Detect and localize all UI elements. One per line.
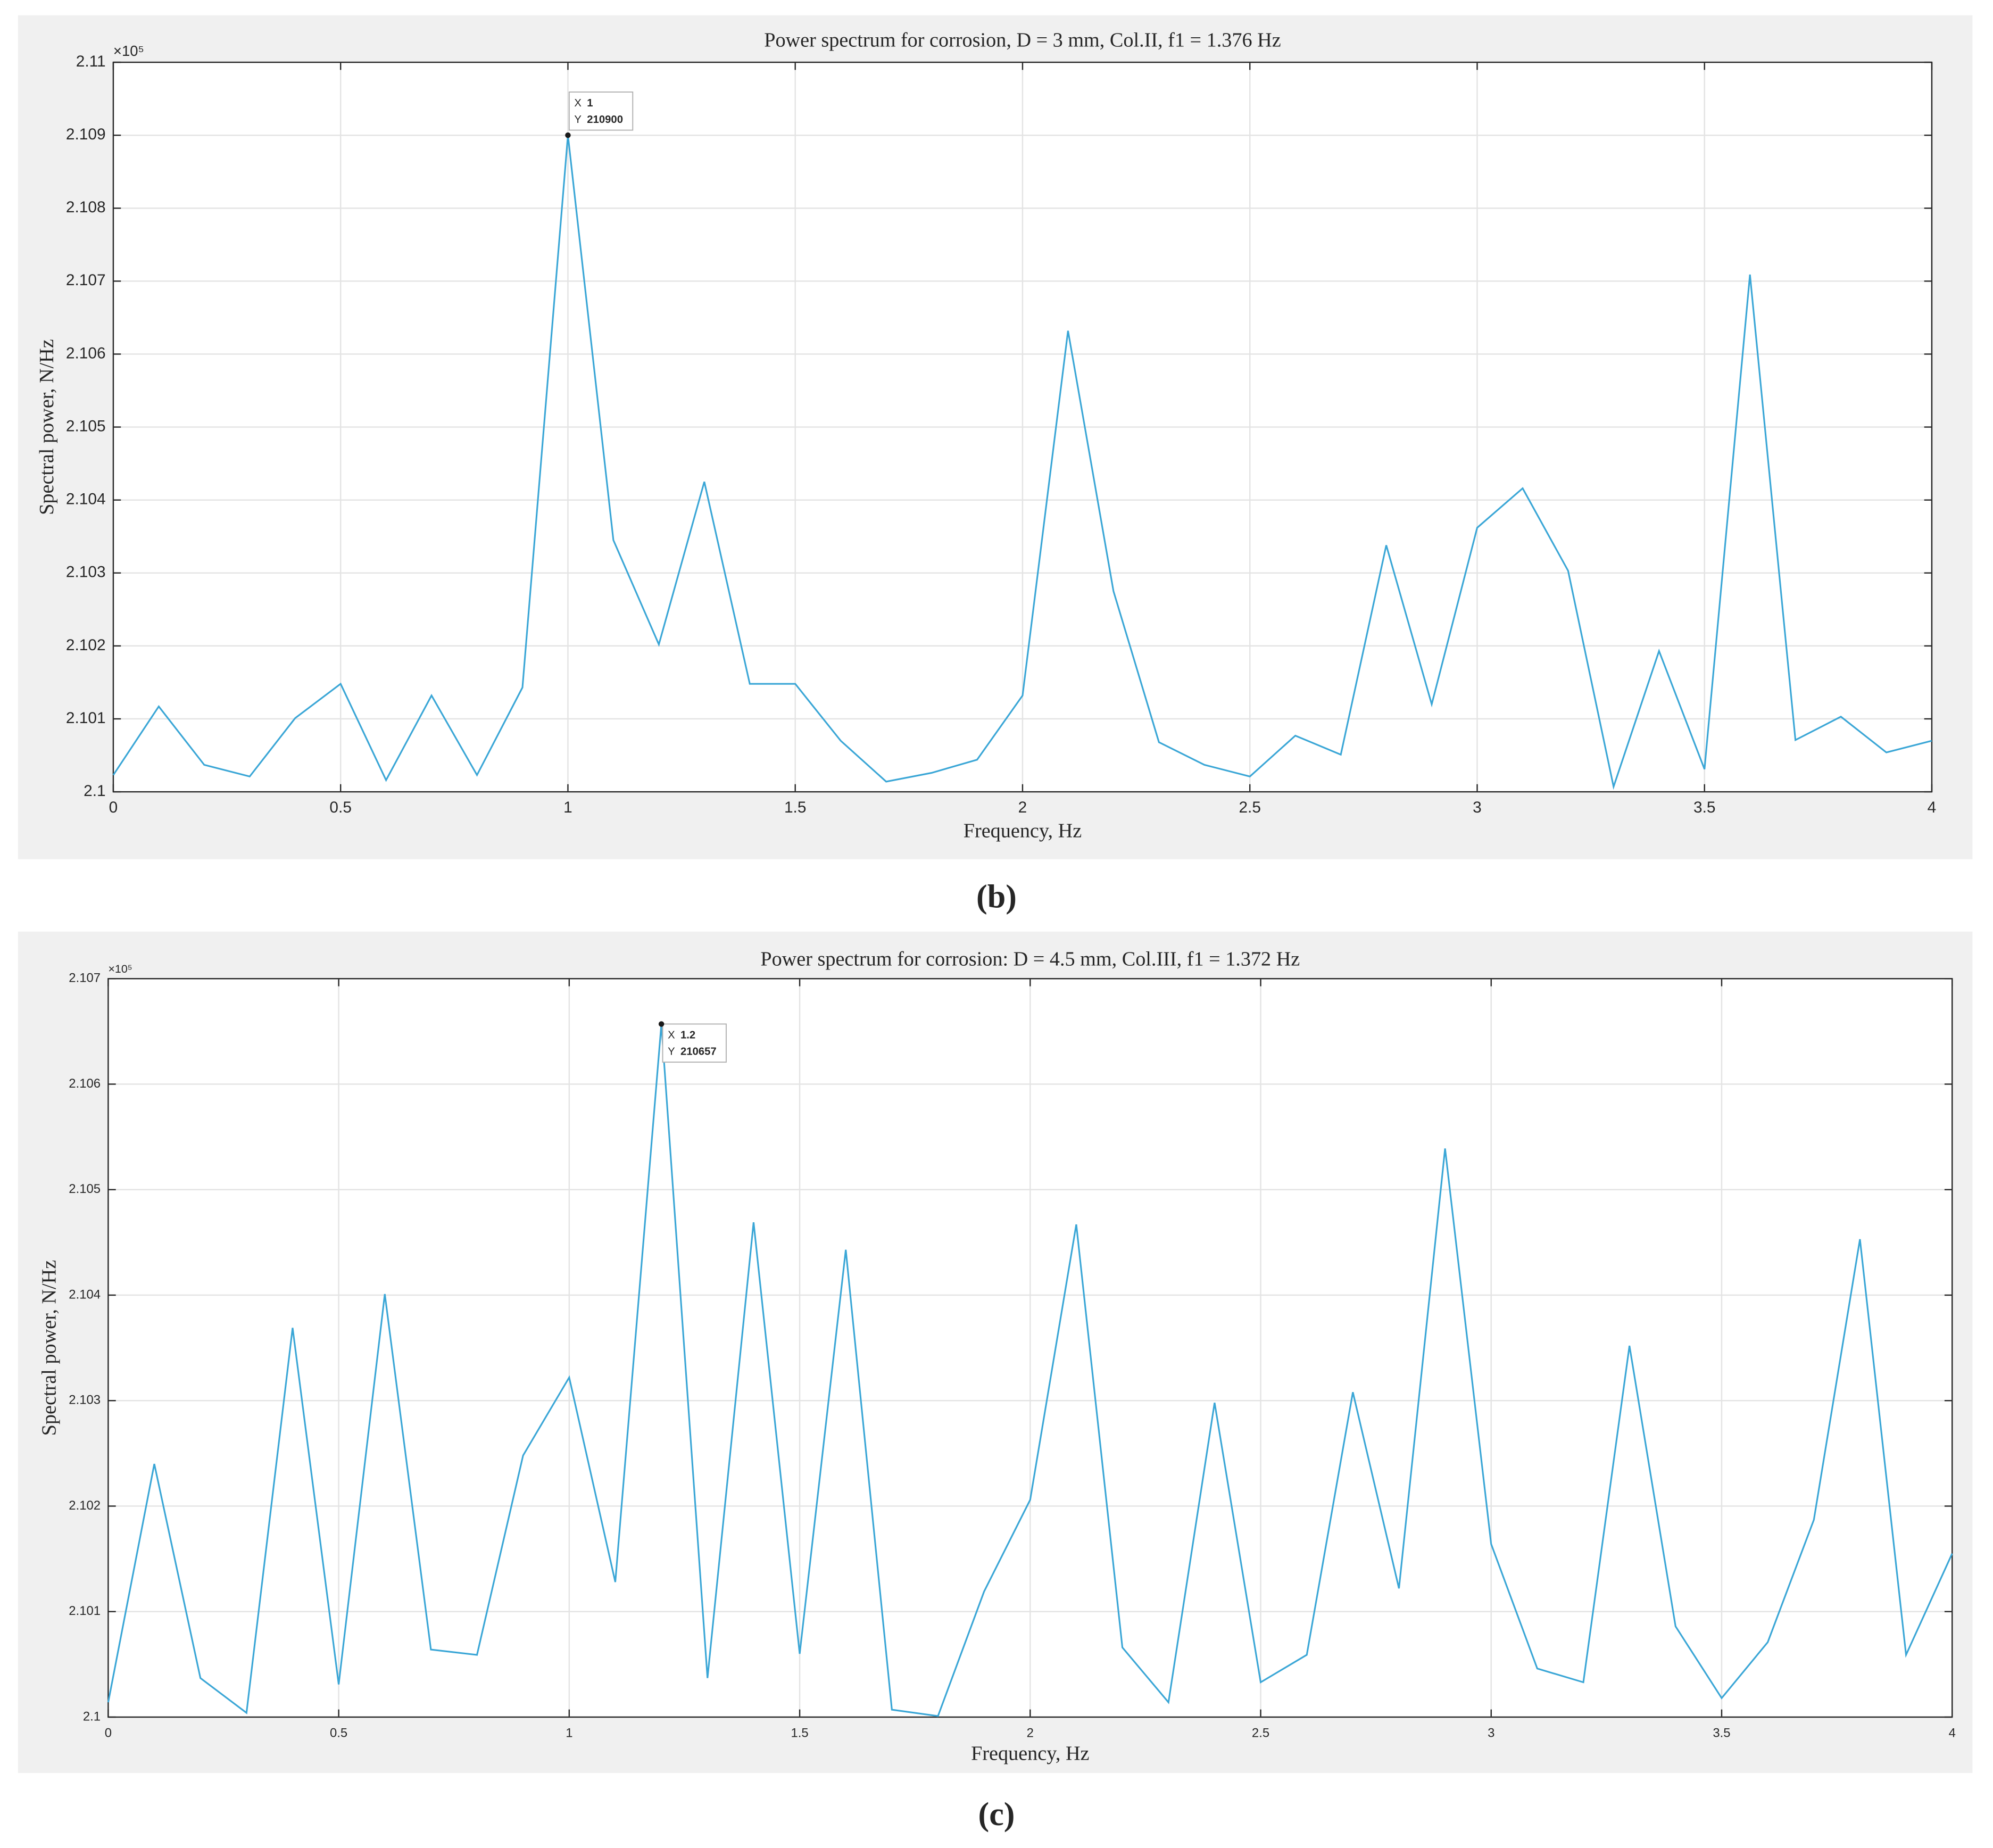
x-tick-label: 2 (1027, 1726, 1034, 1740)
datatip-x-name: X (668, 1029, 675, 1041)
y-axis-label: Spectral power, N/Hz (38, 1260, 61, 1436)
x-tick-label: 1 (563, 799, 572, 816)
y-tick-label: 2.102 (66, 636, 106, 654)
datatip-marker (658, 1021, 665, 1027)
plot-frame (112, 61, 1933, 793)
x-axis-label: Frequency, Hz (964, 819, 1082, 842)
y-tick-label: 2.11 (76, 53, 106, 70)
datatip-marker (565, 132, 571, 138)
datatip-y-value: 210900 (587, 114, 623, 126)
x-tick-label: 0 (109, 799, 118, 816)
datatip-y-value: 210657 (680, 1046, 717, 1057)
y-tick-label: 2.105 (69, 1182, 101, 1196)
plot-frame (107, 978, 1953, 1718)
series-line (107, 1024, 1953, 1717)
datatip-x-name: X (574, 97, 582, 109)
y-tick-label: 2.103 (69, 1393, 101, 1407)
y-tick-label: 2.101 (66, 709, 106, 727)
datatip-y-name: Y (668, 1046, 675, 1057)
x-tick-label: 3.5 (1713, 1726, 1730, 1740)
datatip-box (662, 1023, 727, 1063)
x-tick-label: 0 (105, 1726, 112, 1740)
x-tick-label: 3 (1473, 799, 1482, 816)
y-tick-label: 2.101 (69, 1604, 101, 1618)
y-tick-label: 2.102 (69, 1498, 101, 1513)
y-tick-label: 2.103 (66, 563, 106, 581)
series-line (112, 135, 1932, 790)
y-tick-label: 2.108 (66, 198, 106, 216)
chart-title: Power spectrum for corrosion, D = 3 mm, … (764, 29, 1281, 52)
x-tick-label: 3.5 (1693, 799, 1715, 816)
x-tick-label: 0.5 (329, 799, 352, 816)
y-tick-label: 2.107 (66, 271, 106, 289)
caption: (b) (976, 879, 1017, 915)
x-tick-label: 4 (1928, 799, 1937, 816)
x-tick-label: 2.5 (1252, 1726, 1269, 1740)
y-tick-label: 2.1 (83, 1709, 101, 1723)
y-tick-label: 2.107 (69, 971, 101, 985)
datatip-box (568, 91, 634, 131)
caption: (c) (978, 1796, 1015, 1833)
datatip-y-name: Y (574, 114, 582, 126)
x-tick-label: 2.5 (1239, 799, 1261, 816)
chart: 0 0.5 1 1.5 2 2.5 3 3.5 4 2.1 2.101 2.102 2.103 2.104… (18, 931, 1973, 1833)
y-tick-label: 2.106 (69, 1076, 101, 1091)
y-tick-label: 2.106 (66, 344, 106, 362)
x-axis-label: Frequency, Hz (971, 1742, 1089, 1764)
y-tick-label: 2.105 (66, 417, 106, 435)
chart-title: Power spectrum for corrosion: D = 4.5 mm… (760, 948, 1300, 971)
y-tick-label: 2.104 (66, 491, 106, 508)
chart: 0 0.5 1 1.5 2 2.5 3 3.5 4 2.1 2.101 2.102 2.103 2.104… (18, 15, 1973, 915)
y-tick-label: 2.109 (66, 126, 106, 143)
x-tick-label: 4 (1949, 1726, 1956, 1740)
y-axis-label: Spectral power, N/Hz (36, 339, 58, 515)
y-tick-label: 2.104 (69, 1287, 101, 1302)
x-tick-label: 3 (1488, 1726, 1494, 1740)
x-tick-label: 1.5 (784, 799, 807, 816)
y-exponent-label: ×10⁵ (108, 963, 132, 975)
x-tick-label: 2 (1018, 799, 1027, 816)
y-tick-label: 2.1 (84, 782, 106, 800)
datatip-x-value: 1 (587, 97, 593, 109)
datatip-x-value: 1.2 (680, 1029, 695, 1041)
x-tick-label: 1.5 (791, 1726, 808, 1740)
x-tick-label: 0.5 (330, 1726, 347, 1740)
y-exponent-label: ×10⁵ (113, 43, 144, 59)
x-tick-label: 1 (566, 1726, 572, 1740)
